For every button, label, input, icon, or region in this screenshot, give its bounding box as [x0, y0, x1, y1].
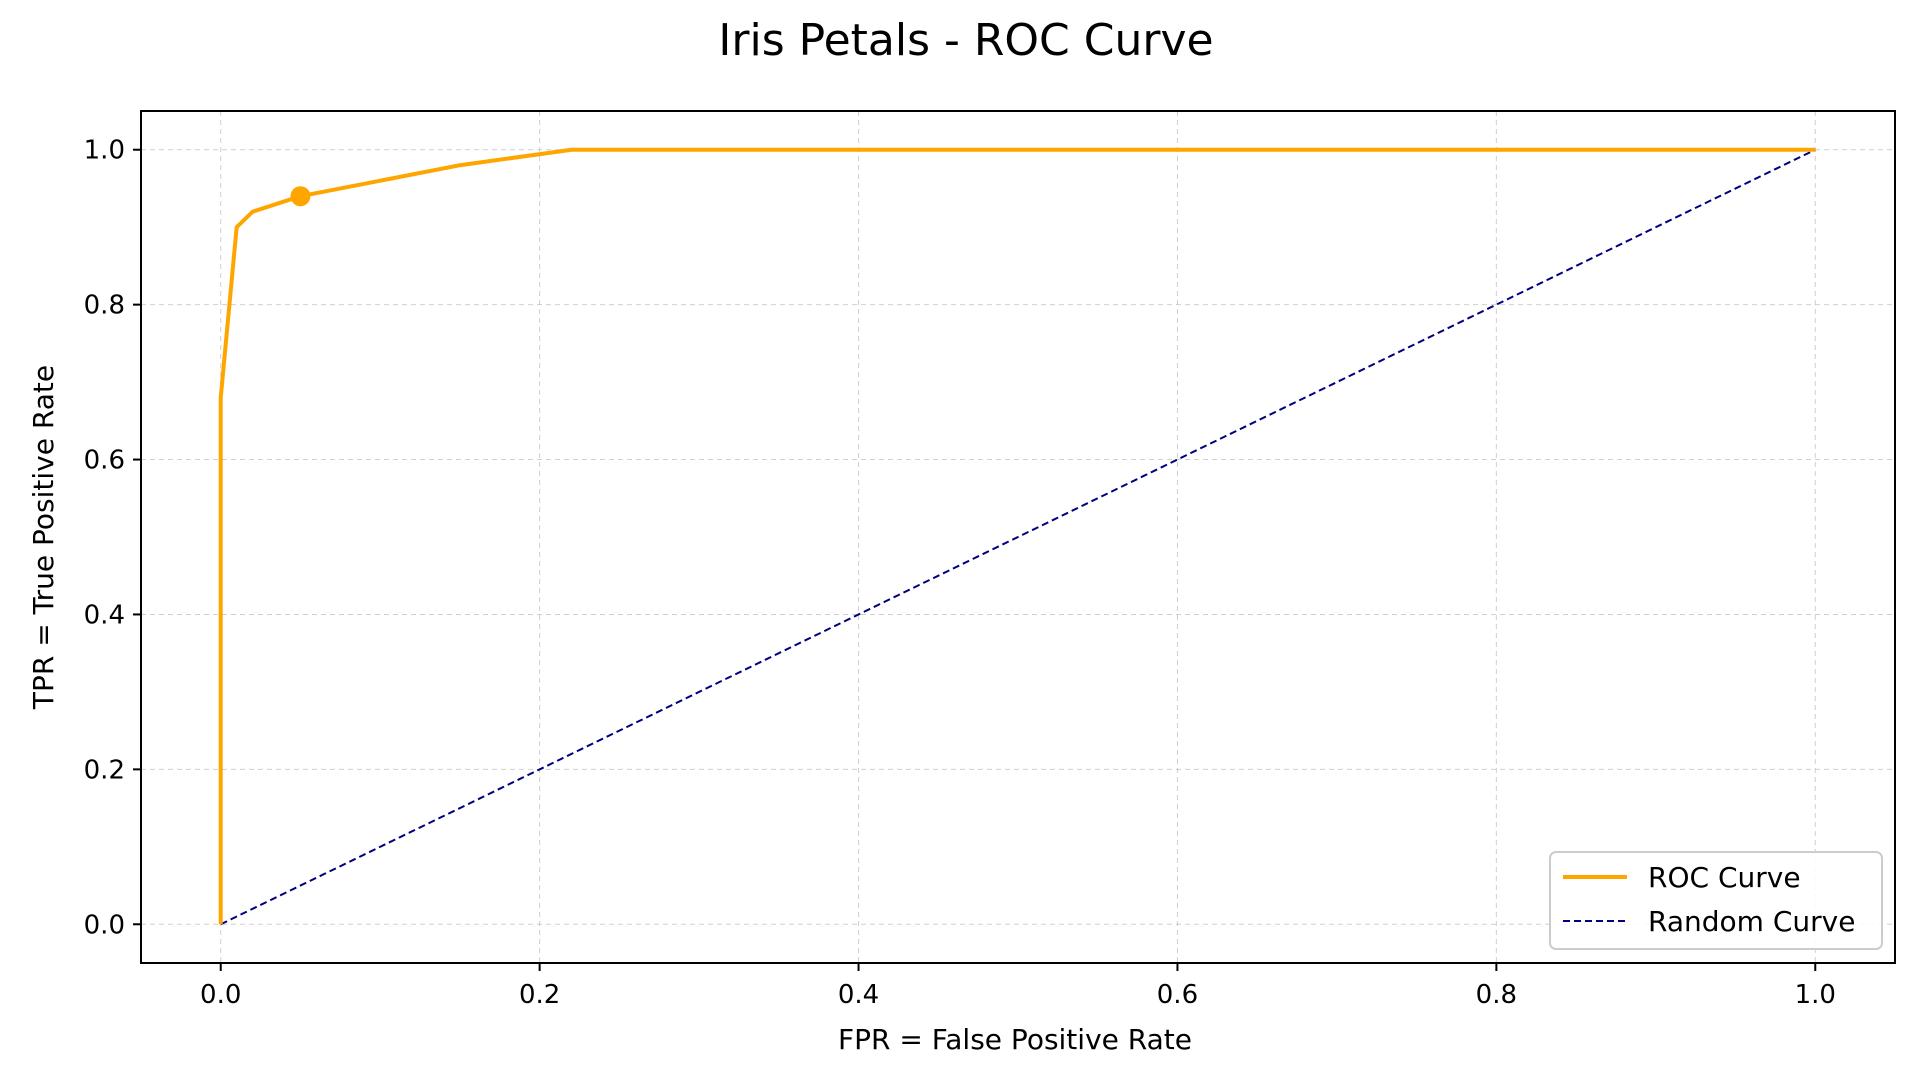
x-axis-label: FPR = False Positive Rate — [838, 1023, 1192, 1056]
chart-title: Iris Petals - ROC Curve — [718, 15, 1213, 66]
roc-marker-point — [290, 186, 311, 207]
series-layer — [218, 147, 1816, 926]
y-tick-label: 0.0 — [84, 910, 125, 940]
ticks: 0.0 0.2 0.4 0.6 0.8 1.0 0.0 0.2 0.4 0.6 0.8 1.0 — [84, 136, 1836, 1010]
legend-random-label: Random Curve — [1648, 905, 1855, 938]
y-axis-label: TPR = True Positive Rate — [27, 365, 60, 710]
legend: ROC Curve Random Curve — [1549, 851, 1883, 950]
x-tick-label: 0.0 — [200, 980, 241, 1010]
y-tick-label: 1.0 — [84, 136, 125, 166]
x-tick-label: 0.8 — [1476, 980, 1517, 1010]
y-tick-label: 0.8 — [84, 291, 125, 321]
legend-roc-label: ROC Curve — [1648, 861, 1801, 894]
roc-curve-line — [218, 147, 1816, 925]
legend-box — [1549, 851, 1883, 950]
x-tick-label: 0.4 — [838, 980, 879, 1010]
x-tick-label: 1.0 — [1795, 980, 1836, 1010]
random-curve-line — [220, 148, 1816, 926]
y-tick-label: 0.2 — [84, 755, 125, 785]
x-tick-label: 0.2 — [519, 980, 560, 1010]
x-tick-label: 0.6 — [1157, 980, 1198, 1010]
grid — [141, 111, 1895, 963]
plot-frame — [140, 110, 1896, 964]
y-tick-label: 0.6 — [84, 446, 125, 476]
y-tick-label: 0.4 — [84, 600, 125, 630]
